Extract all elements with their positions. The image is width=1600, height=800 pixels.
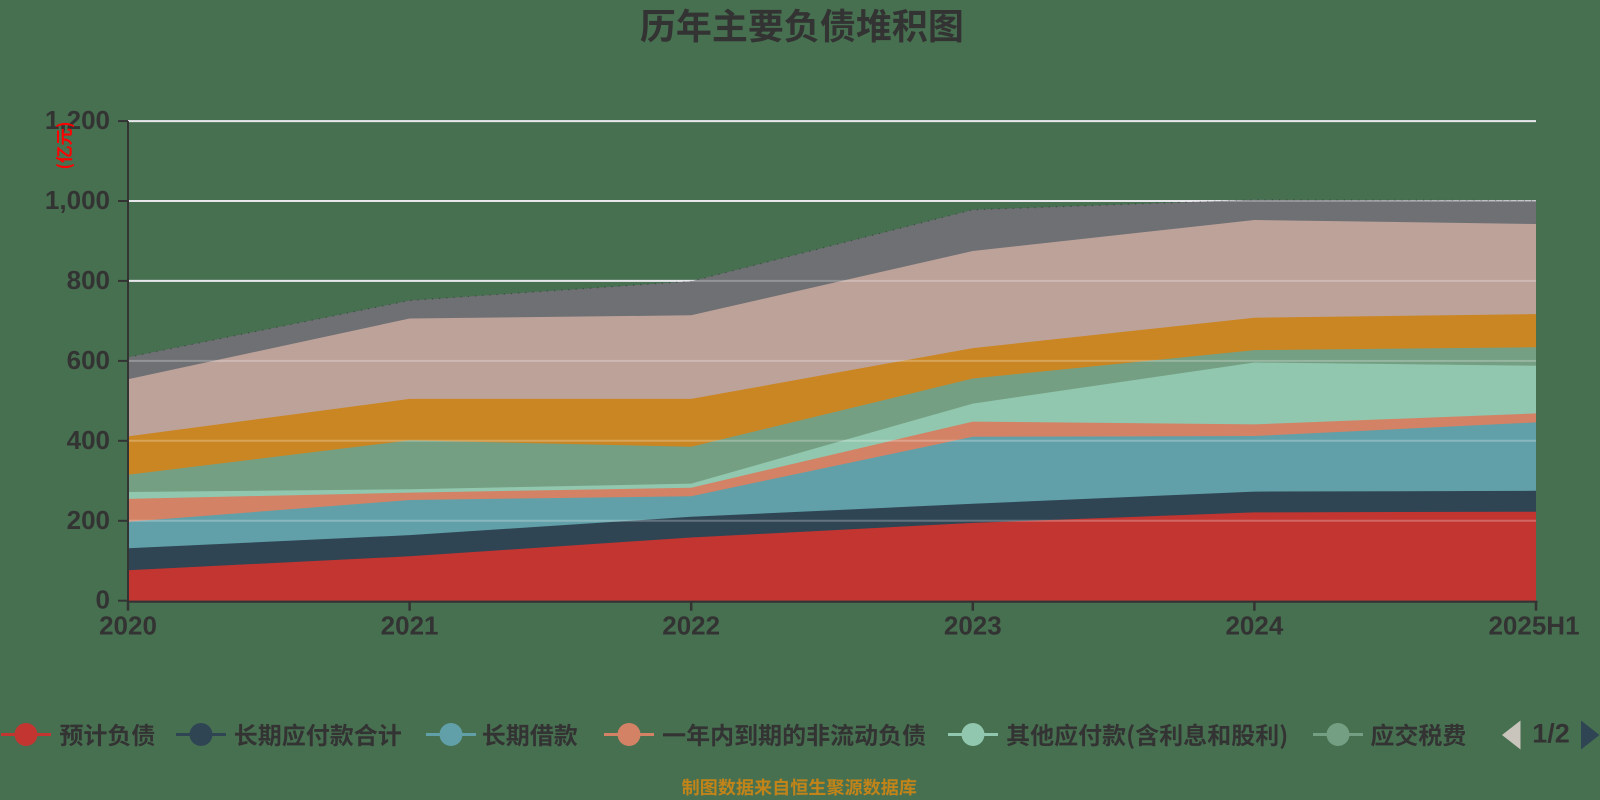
svg-text:400: 400 (67, 425, 110, 455)
svg-text:2024: 2024 (1225, 611, 1283, 641)
svg-text:2020: 2020 (99, 611, 157, 641)
svg-text:200: 200 (67, 505, 110, 535)
svg-text:0: 0 (96, 585, 110, 615)
svg-text:1,200: 1,200 (45, 105, 110, 135)
svg-text:1,000: 1,000 (45, 185, 110, 215)
svg-text:2022: 2022 (662, 611, 720, 641)
svg-text:2023: 2023 (944, 611, 1002, 641)
svg-text:1/2: 1/2 (1532, 719, 1570, 749)
svg-text:2025H1: 2025H1 (1488, 611, 1579, 641)
svg-text:2021: 2021 (381, 611, 439, 641)
svg-text:600: 600 (67, 345, 110, 375)
svg-text:800: 800 (67, 265, 110, 295)
